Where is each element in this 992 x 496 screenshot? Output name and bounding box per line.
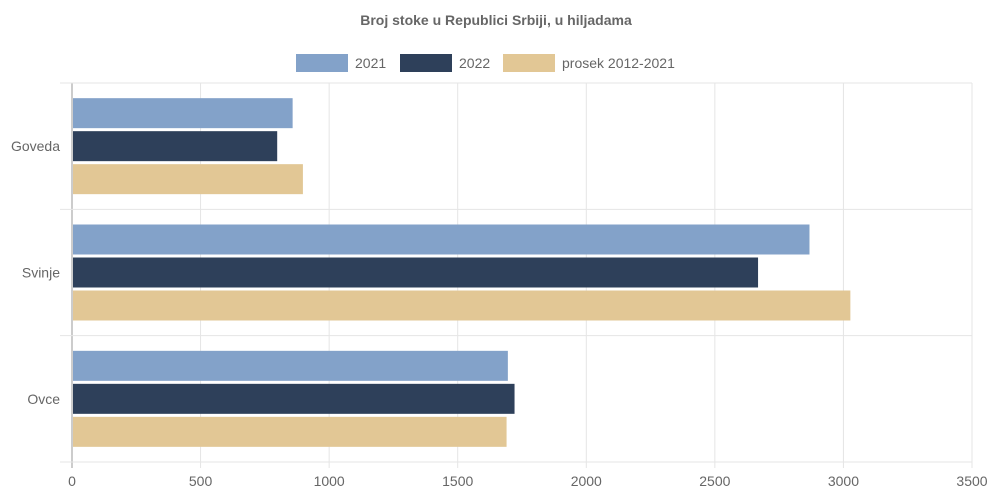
category-label: Ovce (27, 391, 60, 407)
x-tick-label: 3500 (956, 473, 987, 489)
bar-goveda-2021 (73, 98, 293, 129)
category-label: Goveda (11, 138, 60, 154)
legend-item-2021[interactable]: 2021 (296, 53, 386, 73)
category-label: Svinje (22, 265, 60, 281)
legend-swatch-prosek (503, 54, 555, 72)
legend-swatch-2022 (400, 54, 452, 72)
bar-ovce-prosek-2012-2021 (73, 416, 507, 447)
legend-item-prosek[interactable]: prosek 2012-2021 (503, 53, 675, 73)
x-tick-label: 2500 (699, 473, 730, 489)
x-tick-label: 3000 (828, 473, 859, 489)
x-tick-label: 1000 (314, 473, 345, 489)
legend-label-2022: 2022 (459, 55, 491, 71)
bar-svinje-prosek-2012-2021 (73, 290, 851, 321)
bar-svinje-2022 (73, 257, 759, 288)
legend-label-2021: 2021 (355, 55, 387, 71)
x-tick-label: 0 (68, 473, 76, 489)
x-tick-label: 1500 (442, 473, 473, 489)
chart-title: Broj stoke u Republici Srbiji, u hiljada… (360, 12, 632, 28)
x-tick-label: 500 (189, 473, 213, 489)
legend: 2021 2022 prosek 2012-2021 (0, 53, 992, 73)
bar-ovce-2021 (73, 350, 508, 381)
x-tick-label: 2000 (571, 473, 602, 489)
legend-item-2022[interactable]: 2022 (400, 53, 490, 73)
bar-svinje-2021 (73, 224, 810, 255)
legend-label-prosek: prosek 2012-2021 (562, 55, 675, 71)
legend-swatch-2021 (296, 54, 348, 72)
bar-goveda-2022 (73, 131, 278, 162)
bar-ovce-2022 (73, 383, 515, 414)
bar-goveda-prosek-2012-2021 (73, 164, 303, 195)
